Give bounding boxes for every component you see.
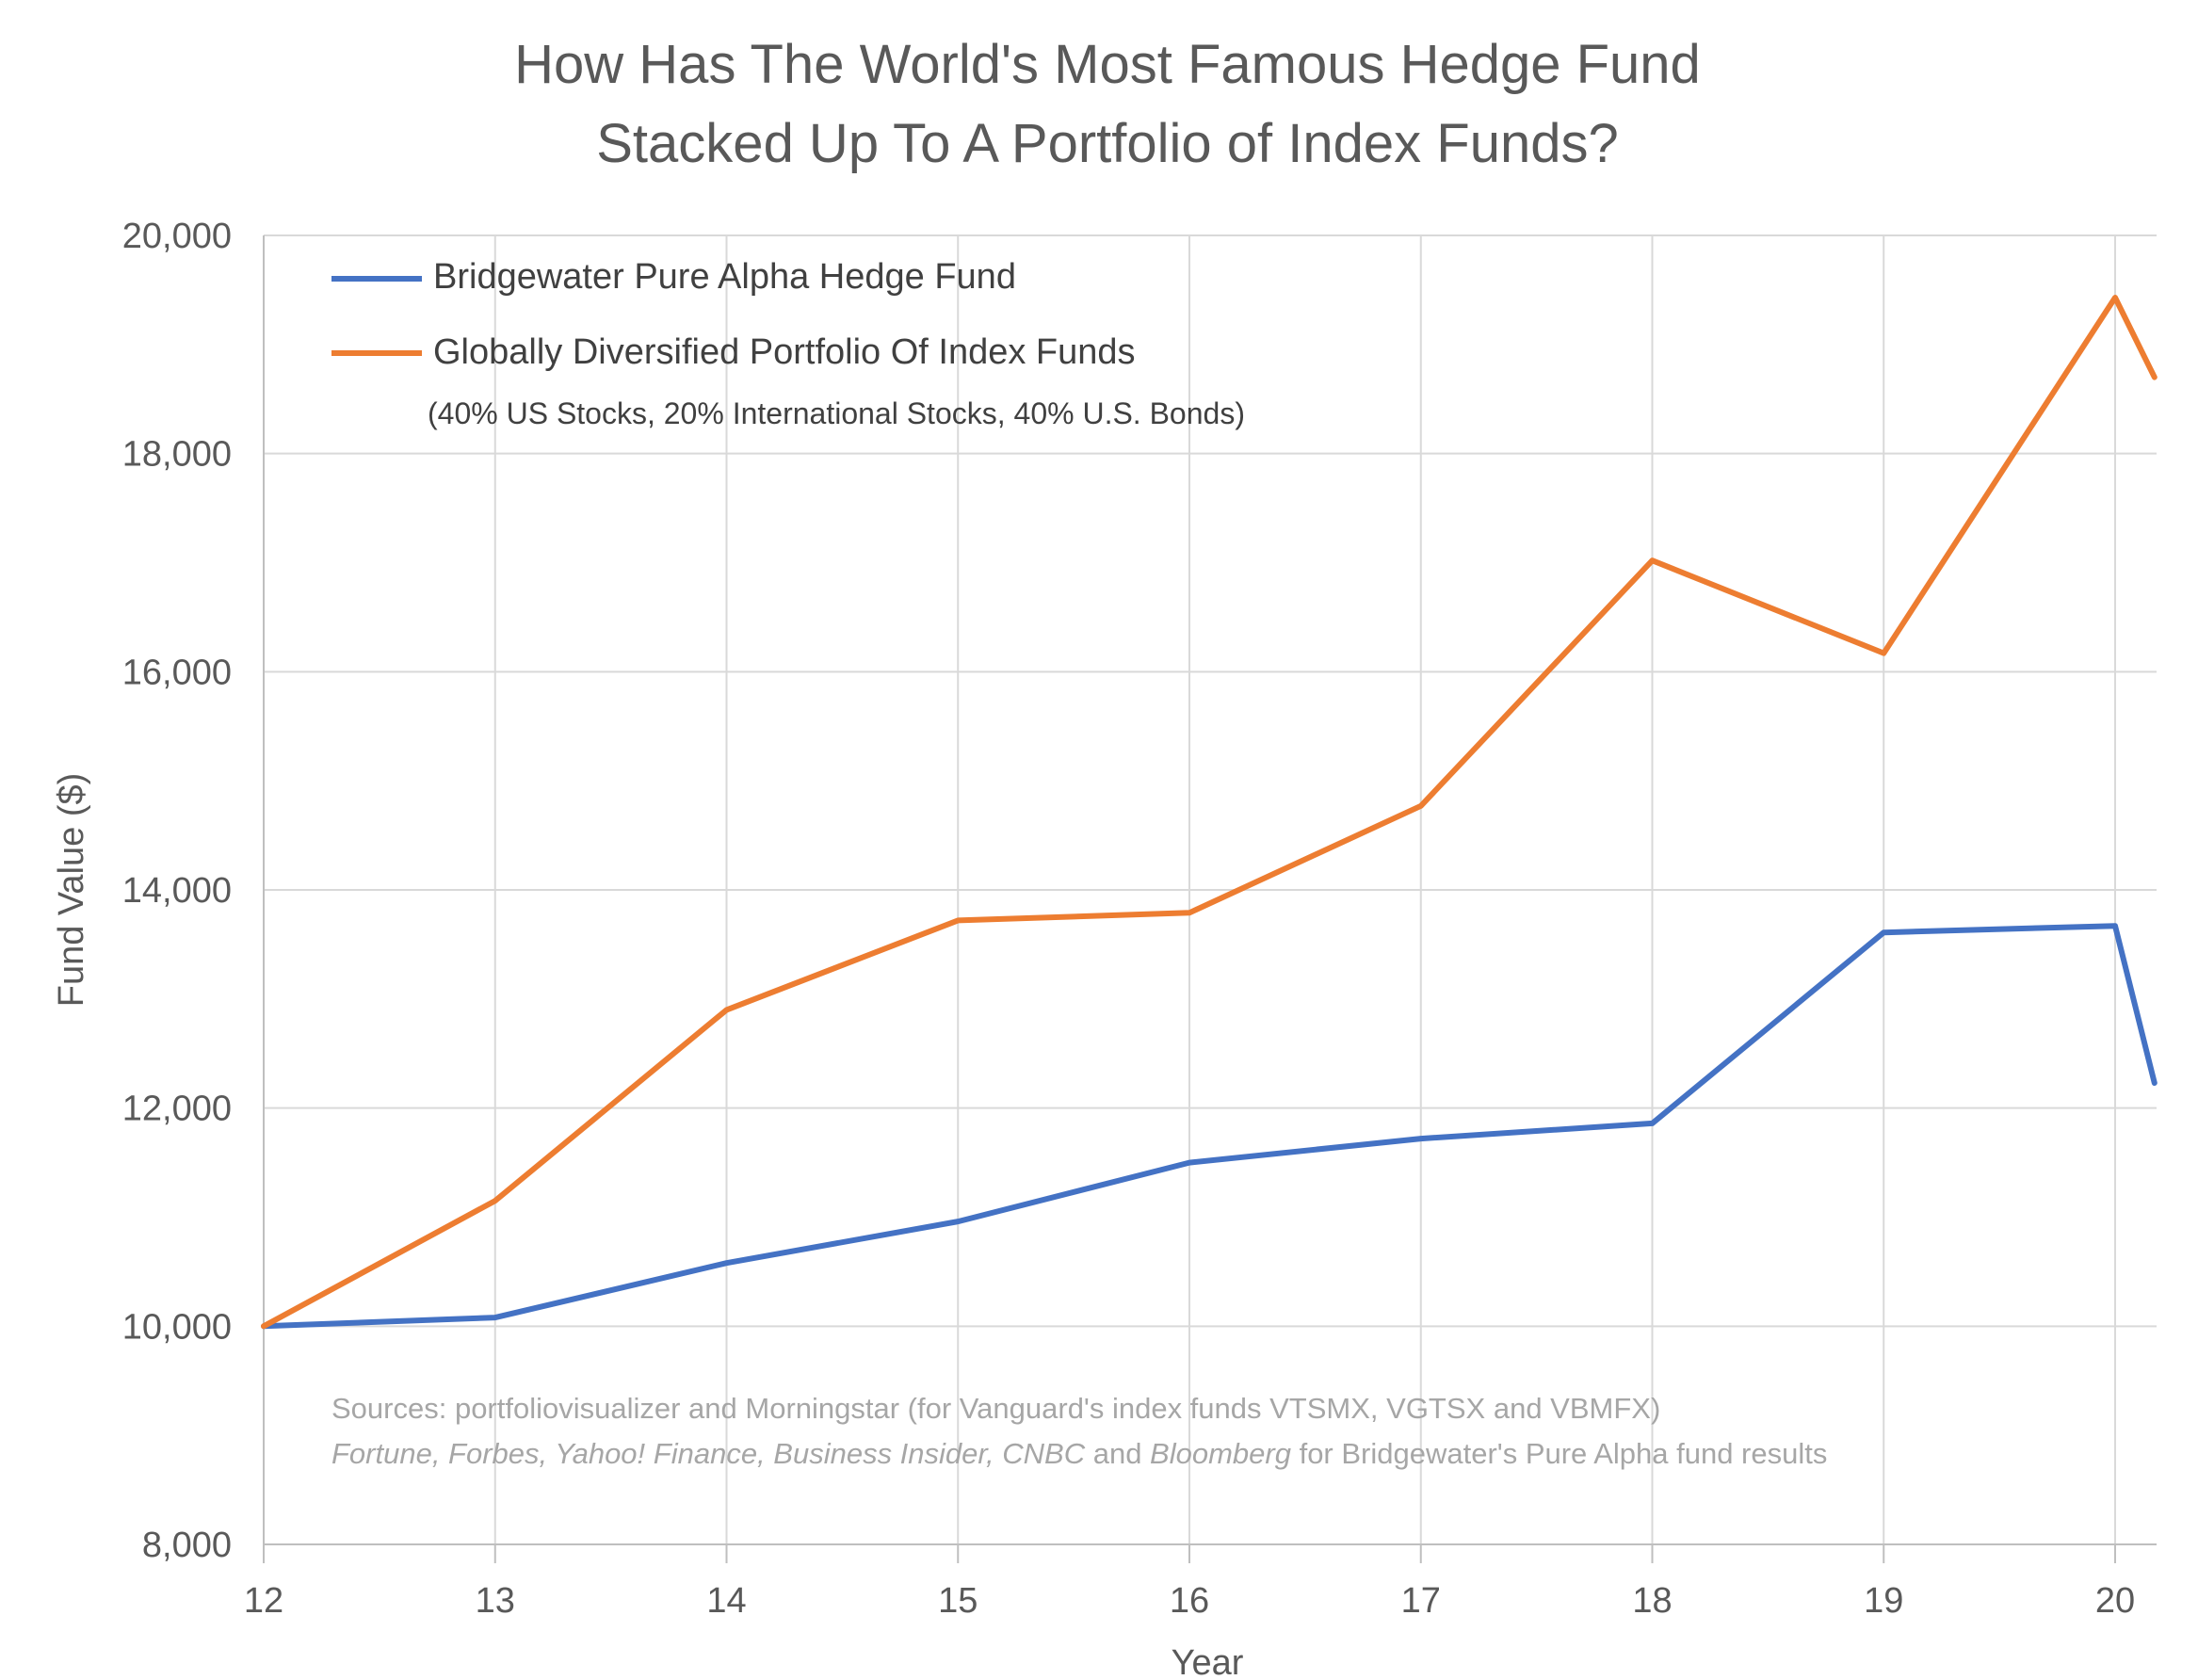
y-tick-label: 18,000 [122,435,232,475]
y-tick-label: 8,000 [142,1526,232,1565]
x-tick-label: 16 [1170,1581,1209,1621]
y-tick-label: 10,000 [122,1307,232,1347]
x-tick-label: 17 [1401,1581,1441,1621]
sources-italic-outlets: Fortune, Forbes, Yahoo! Finance, Busines… [331,1437,1086,1470]
x-tick-label: 15 [938,1581,978,1621]
y-tick-label: 16,000 [122,653,232,692]
sources-and: and [1085,1437,1150,1470]
y-tick-label: 20,000 [122,217,232,256]
x-tick-label: 19 [1864,1581,1903,1621]
tick-labels: 8,000 10,000 12,000 14,000 16,000 18,000 20,00… [122,217,2135,1621]
x-tick-label: 20 [2095,1581,2135,1621]
chart-title-line-2: Stacked Up To A Portfolio of Index Funds… [596,113,1619,174]
x-tick-label: 18 [1632,1581,1672,1621]
series-line-index-portfolio [261,295,2158,1330]
x-axis-title: Year [1172,1643,1244,1680]
legend: Bridgewater Pure Alpha Hedge Fund Global… [331,257,1245,430]
grid [264,234,2157,1544]
chart-title-line-1: How Has The World's Most Famous Hedge Fu… [514,34,1701,95]
legend-allocation-note: (40% US Stocks, 20% International Stocks… [428,396,1245,430]
x-tick-label: 14 [706,1581,746,1621]
series-lines [261,295,2158,1330]
sources-rest: for Bridgewater's Pure Alpha fund result… [1291,1437,1827,1470]
axes [263,235,2157,1563]
x-tick-label: 12 [244,1581,283,1621]
sources-line-1: Sources: portfoliovisualizer and Morning… [331,1392,1660,1425]
y-axis-title: Fund Value ($) [52,773,91,1008]
x-tick-label: 13 [476,1581,515,1621]
y-tick-label: 14,000 [122,871,232,911]
sources-line-2: Fortune, Forbes, Yahoo! Finance, Busines… [331,1437,1827,1470]
legend-label-bridgewater: Bridgewater Pure Alpha Hedge Fund [433,257,1016,297]
legend-label-index-portfolio: Globally Diversified Portfolio Of Index … [433,332,1136,372]
y-tick-label: 12,000 [122,1090,232,1129]
sources-italic-bloomberg: Bloomberg [1150,1437,1291,1470]
series-line-bridgewater [261,923,2158,1330]
